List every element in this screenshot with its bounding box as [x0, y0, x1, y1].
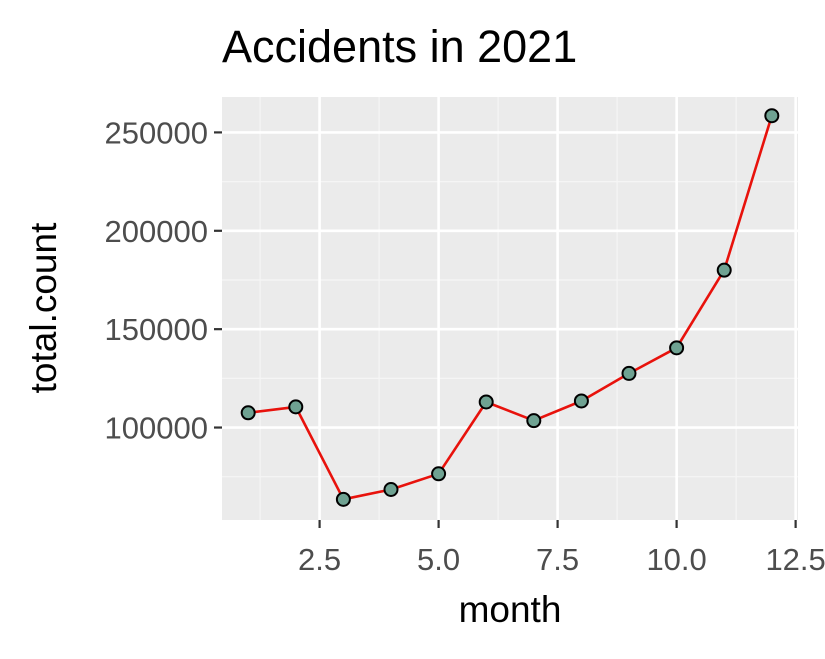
data-point: [764, 108, 780, 124]
y-tick-label: 150000: [105, 312, 208, 347]
chart-title: Accidents in 2021: [222, 21, 577, 72]
x-axis-label: month: [459, 589, 562, 630]
x-tick-label: 10.0: [646, 542, 706, 577]
y-axis-label: total.count: [23, 222, 64, 393]
data-point: [288, 399, 304, 415]
y-tick-label: 200000: [105, 214, 208, 249]
data-point: [431, 466, 447, 482]
series-points: [240, 108, 780, 507]
series-line: [248, 115, 774, 501]
data-point: [240, 405, 256, 421]
y-tick-label: 100000: [105, 411, 208, 446]
plot-panel: [222, 97, 798, 520]
data-point: [621, 365, 637, 381]
minor-gridlines: [222, 97, 798, 520]
x-tick-label: 7.5: [536, 542, 579, 577]
y-tick-label: 250000: [105, 115, 208, 150]
axis-ticks: [214, 131, 797, 528]
y-axis-tick-labels: 100000 150000 200000 250000: [105, 115, 208, 445]
x-axis-tick-labels: 2.5 5.0 7.5 10.0 12.5: [298, 542, 825, 577]
data-point: [383, 482, 399, 498]
x-tick-label: 12.5: [765, 542, 825, 577]
major-gridlines: [222, 97, 798, 520]
data-point: [716, 262, 732, 278]
x-tick-label: 5.0: [417, 542, 460, 577]
data-point: [478, 394, 494, 410]
data-point: [335, 491, 351, 507]
data-point: [526, 413, 542, 429]
x-tick-label: 2.5: [298, 542, 341, 577]
data-point: [669, 340, 685, 356]
data-point: [573, 393, 589, 409]
